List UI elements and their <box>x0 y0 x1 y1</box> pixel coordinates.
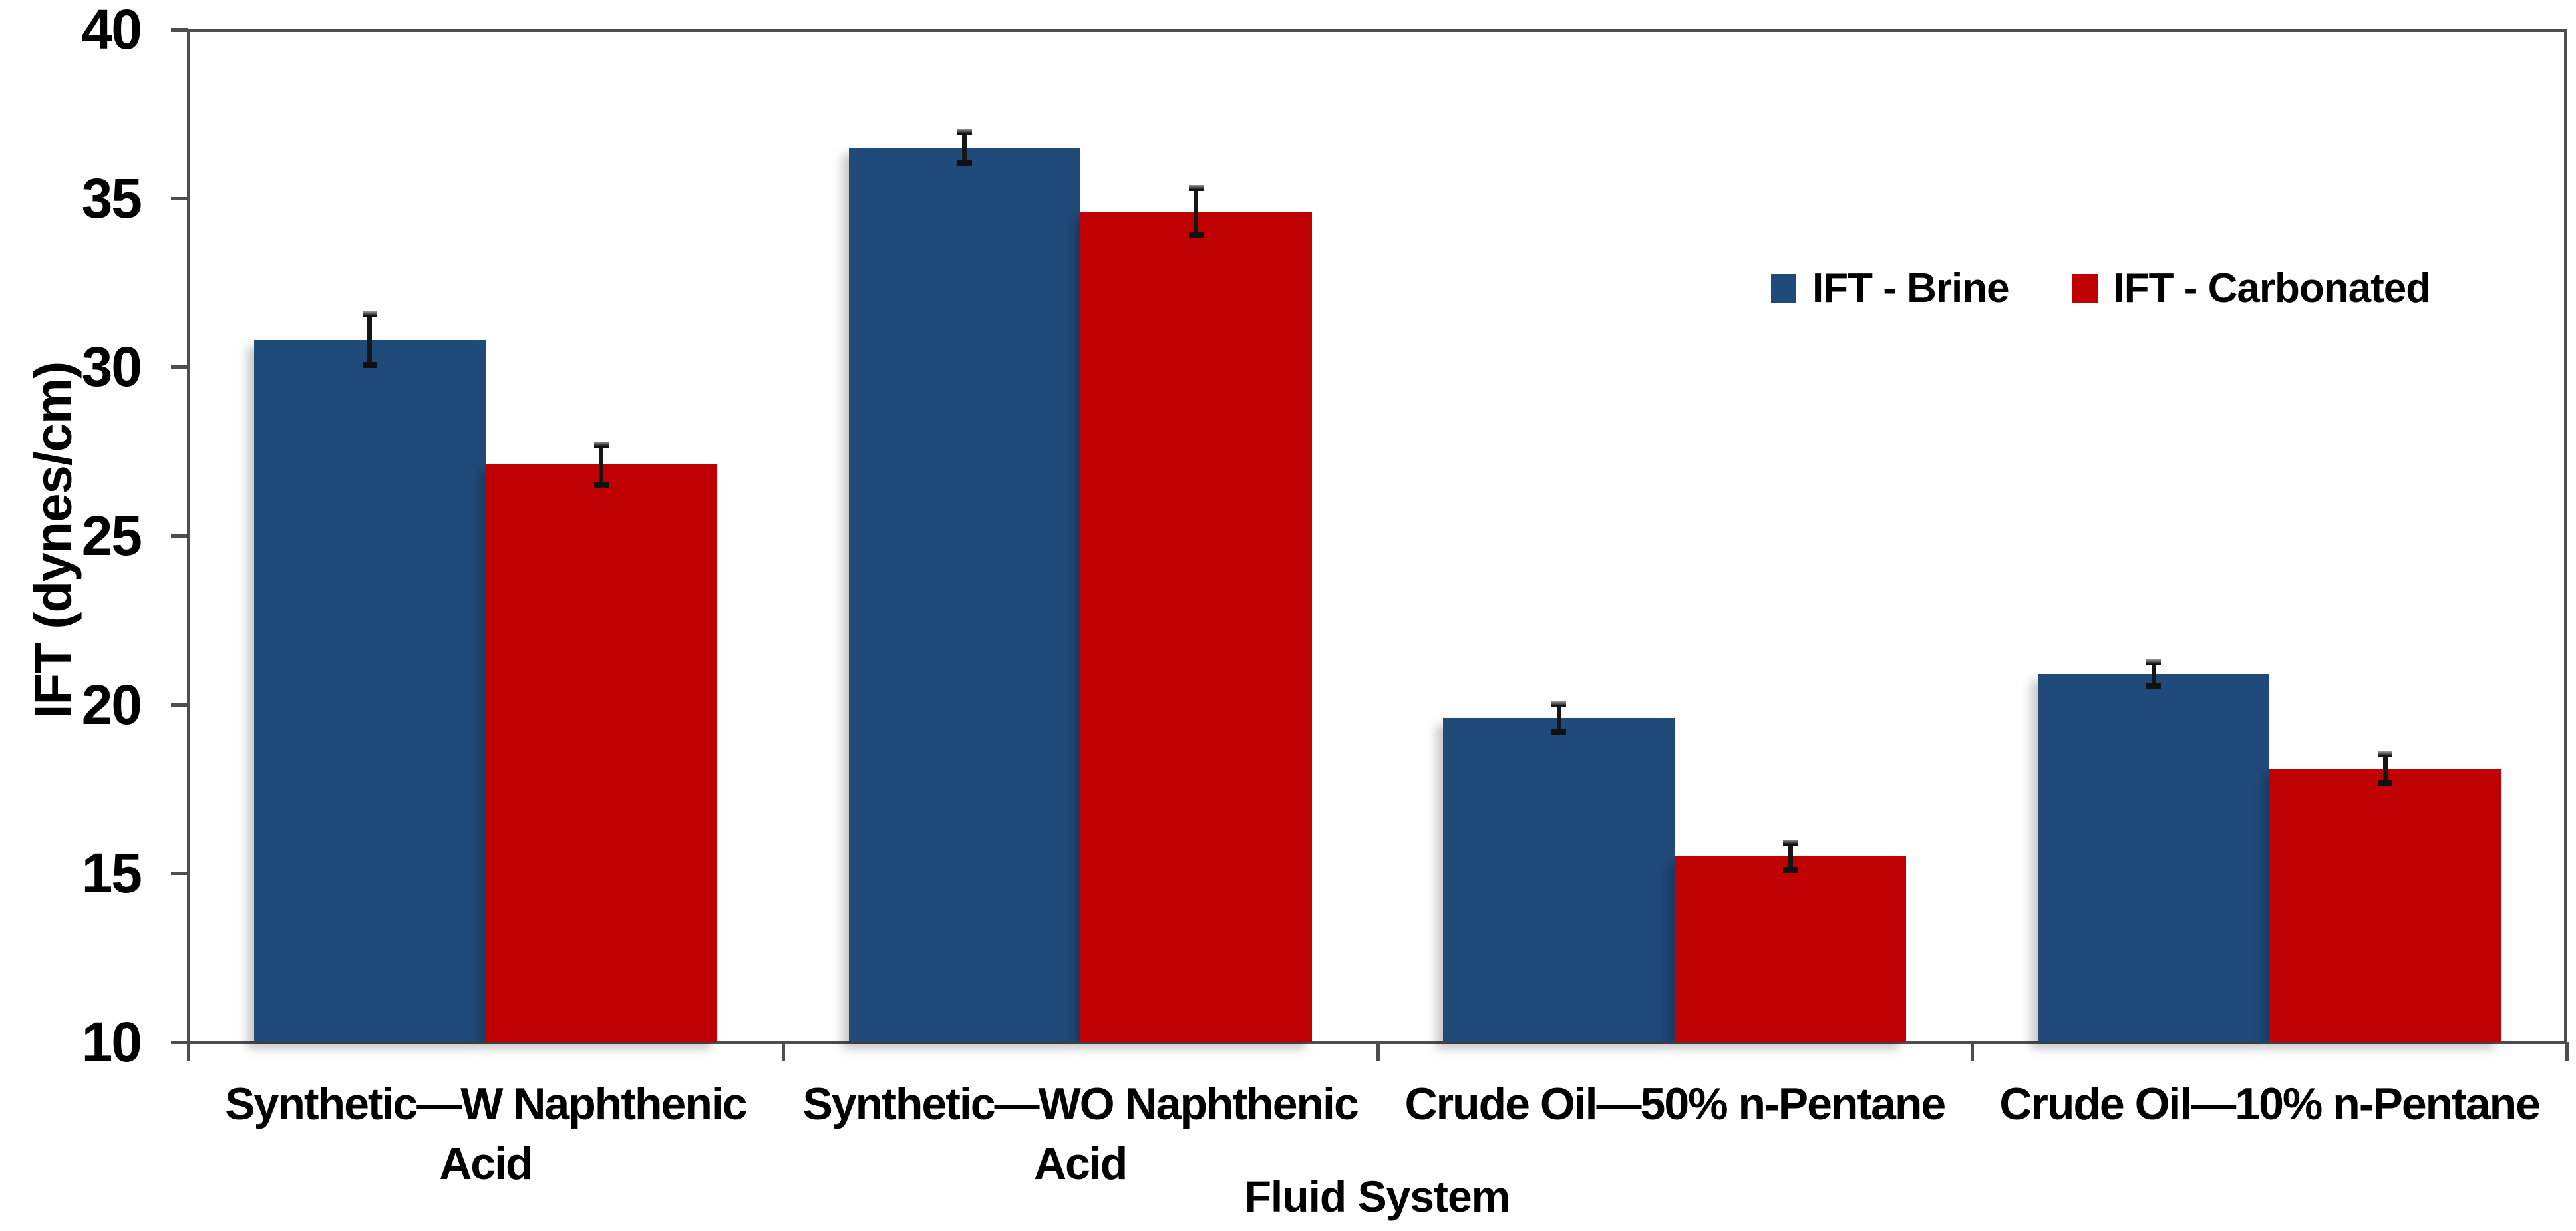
legend-item-carbonated: IFT - Carbonated <box>2072 265 2431 312</box>
legend-swatch-carbonated <box>2072 273 2098 303</box>
error-bar-carbonated-3 <box>2382 755 2388 782</box>
bar-carbonated-0 <box>485 464 717 1042</box>
legend-label-carbonated: IFT - Carbonated <box>2113 265 2432 311</box>
error-bar-cap-bottom <box>362 362 377 369</box>
bar-brine-2 <box>1443 717 1675 1042</box>
error-bar-brine-2 <box>1556 706 1561 730</box>
error-bar-cap-bottom <box>2378 780 2393 787</box>
error-bar-cap-bottom <box>957 159 972 166</box>
y-axis-line <box>187 29 190 1059</box>
bar-brine-3 <box>2038 674 2270 1042</box>
legend-item-brine: IFT - Brine <box>1771 265 2010 312</box>
error-bar-carbonated-1 <box>1194 189 1199 234</box>
error-bar-cap-top <box>1783 840 1798 846</box>
legend-label-brine: IFT - Brine <box>1812 265 2010 311</box>
error-bar-cap-bottom <box>593 482 609 488</box>
error-bar-brine-0 <box>367 316 373 364</box>
y-tick-label: 30 <box>81 335 142 399</box>
y-tick <box>171 534 188 538</box>
bar-brine-0 <box>253 339 486 1042</box>
category-label-1: Synthetic—WO Naphthenic Acid <box>802 1079 1359 1190</box>
y-tick-label: 25 <box>81 504 142 567</box>
error-bar-cap-top <box>1188 184 1204 191</box>
x-axis-line <box>171 1041 2567 1044</box>
error-bar-cap-bottom <box>1188 232 1204 238</box>
legend-swatch-brine <box>1771 273 1796 303</box>
category-label-3: Crude Oil—10% n-Pentane <box>1999 1079 2541 1129</box>
category-label-0: Synthetic—W Naphthenic Acid <box>225 1079 747 1190</box>
bar-carbonated-2 <box>1675 856 1907 1042</box>
error-bar-cap-top <box>362 311 377 318</box>
plot-border-right <box>2564 29 2567 1042</box>
error-bar-cap-top <box>2146 659 2162 665</box>
bar-brine-1 <box>848 147 1080 1042</box>
y-tick <box>171 872 188 876</box>
bar-carbonated-3 <box>2269 769 2501 1042</box>
y-tick-label: 10 <box>81 1011 142 1073</box>
error-bar-cap-top <box>957 129 972 136</box>
y-tick <box>171 365 188 369</box>
error-bar-cap-bottom <box>1551 728 1567 735</box>
bar-carbonated-1 <box>1080 211 1312 1042</box>
x-tick <box>187 1042 190 1061</box>
legend: IFT - Brine IFT - Carbonated <box>1771 265 2494 312</box>
error-bar-cap-top <box>593 441 609 448</box>
error-bar-cap-bottom <box>1783 866 1798 873</box>
x-tick <box>2565 1042 2569 1061</box>
x-tick <box>1971 1042 1975 1061</box>
plot-border-top <box>171 29 2567 32</box>
category-label-2: Crude Oil—50% n-Pentane <box>1404 1079 1947 1129</box>
error-bar-cap-top <box>1551 701 1567 708</box>
x-tick <box>1376 1042 1380 1061</box>
error-bar-carbonated-0 <box>599 446 604 484</box>
y-tick-label: 35 <box>81 166 142 230</box>
y-tick <box>171 196 188 200</box>
error-bar-carbonated-2 <box>1788 844 1793 868</box>
y-tick-label: 40 <box>81 0 142 61</box>
x-tick <box>781 1042 785 1061</box>
y-tick <box>171 28 188 31</box>
y-tick <box>171 1041 188 1044</box>
error-bar-brine-3 <box>2151 663 2156 685</box>
error-bar-cap-bottom <box>2146 683 2162 689</box>
y-tick <box>171 703 188 707</box>
y-tick-label: 15 <box>81 842 142 905</box>
y-tick-label: 20 <box>81 673 142 736</box>
x-axis-title: Fluid System <box>1244 1172 1511 1221</box>
error-bar-brine-1 <box>962 134 967 161</box>
error-bar-cap-top <box>2378 751 2393 757</box>
